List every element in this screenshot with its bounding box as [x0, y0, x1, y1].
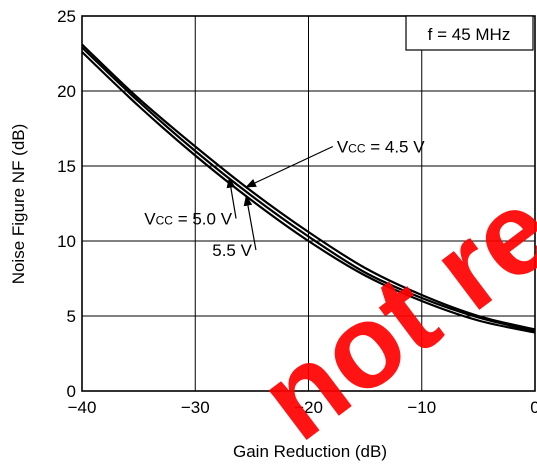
- y-axis-title: Noise Figure NF (dB): [9, 124, 28, 285]
- plot-frame: [81, 15, 536, 392]
- condition-label: f = 45 MHz: [428, 25, 511, 44]
- annotation-arrow: [243, 194, 257, 251]
- series-lines: [81, 43, 536, 334]
- x-tick-label: −20: [294, 398, 323, 417]
- series-line-1: [81, 43, 536, 331]
- axes: [81, 15, 536, 392]
- annotation-arrow: [245, 145, 334, 188]
- y-tick-labels: 0 5 10 15 20 25: [57, 7, 76, 401]
- annotation-3: 5.5 V: [212, 194, 257, 260]
- annotation-label: VCC = 5.0 V: [144, 210, 232, 229]
- x-axis-title: Gain Reduction (dB): [233, 442, 387, 461]
- series-line-3: [81, 51, 536, 334]
- watermark-text: not recommended: [236, 0, 537, 466]
- condition-box: f = 45 MHz: [405, 15, 534, 51]
- annotation-label-sub: CC: [348, 142, 366, 156]
- annotation-label-value: 5.5 V: [212, 241, 252, 260]
- annotation-label-v: V: [337, 138, 349, 157]
- condition-box-frame: [405, 15, 534, 51]
- watermark: not recommended: [236, 0, 537, 466]
- series-line-2: [81, 46, 536, 333]
- annotation-label-v: V: [144, 210, 156, 229]
- x-tick-label: −40: [68, 398, 97, 417]
- annotation-2: VCC = 5.0 V: [144, 176, 237, 229]
- annotation-label-value: = 4.5 V: [366, 138, 426, 157]
- y-tick-label: 20: [57, 82, 76, 101]
- x-tick-label: 0: [530, 398, 537, 417]
- annotation-label: 5.5 V: [212, 241, 252, 260]
- annotation-label-sub: CC: [156, 214, 174, 228]
- annotation-1: VCC = 4.5 V: [245, 138, 425, 188]
- x-tick-label: −10: [407, 398, 436, 417]
- y-tick-label: 25: [57, 7, 76, 26]
- x-tick-labels: −40 −30 −20 −10 0: [68, 398, 537, 417]
- annotation-label-value: = 5.0 V: [173, 210, 233, 229]
- x-tick-label: −30: [181, 398, 210, 417]
- annotation-label: VCC = 4.5 V: [337, 138, 425, 157]
- annotation-arrow: [226, 176, 237, 219]
- y-tick-label: 15: [57, 157, 76, 176]
- y-tick-label: 5: [67, 307, 76, 326]
- y-tick-label: 0: [67, 382, 76, 401]
- y-tick-label: 10: [57, 232, 76, 251]
